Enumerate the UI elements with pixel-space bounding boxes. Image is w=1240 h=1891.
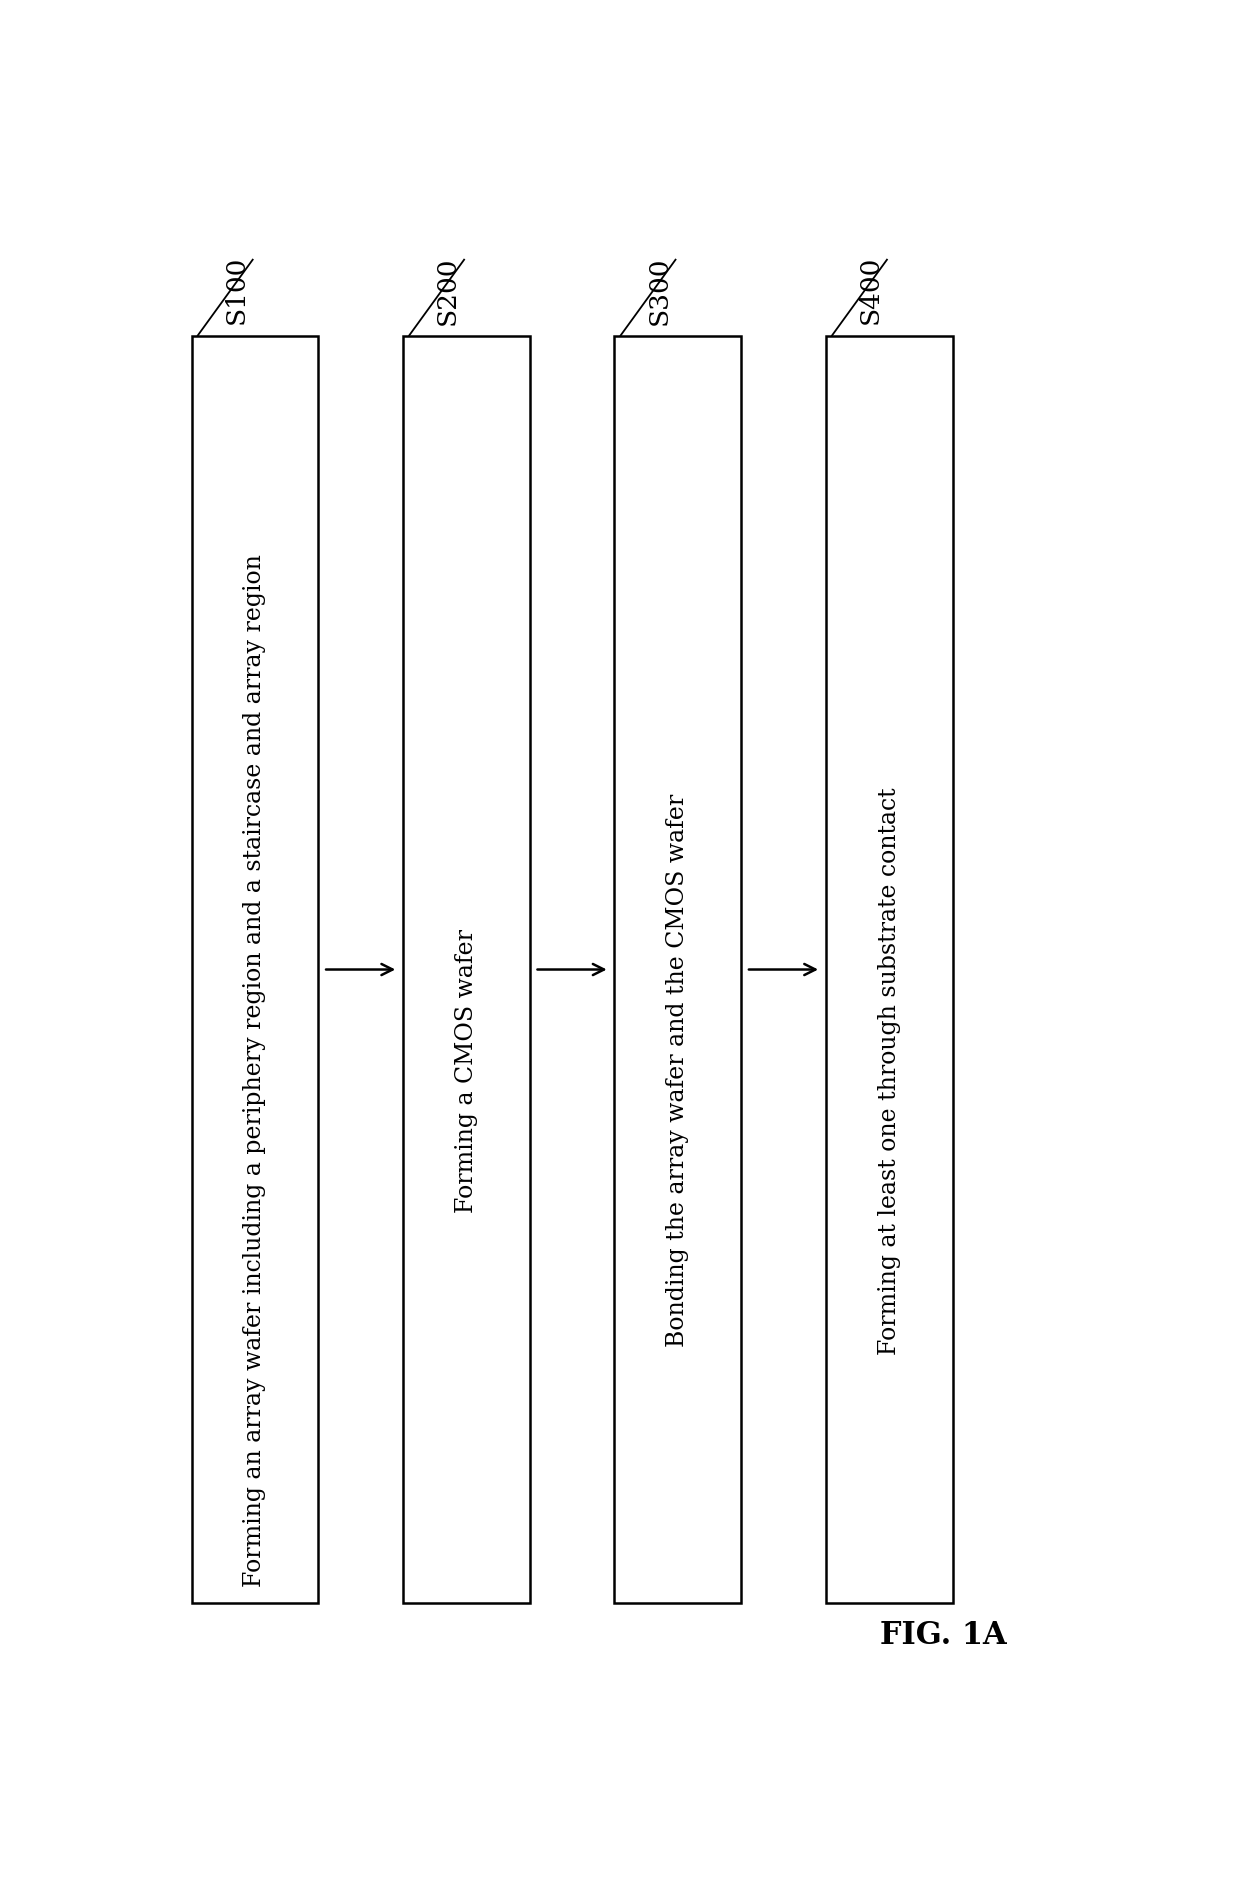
Text: S300: S300 <box>646 255 671 325</box>
Text: Forming a CMOS wafer: Forming a CMOS wafer <box>455 928 477 1212</box>
Bar <box>826 337 952 1604</box>
Text: Forming an array wafer including a periphery region and a staircase and array re: Forming an array wafer including a perip… <box>243 554 267 1587</box>
Text: S200: S200 <box>435 255 460 325</box>
Bar <box>403 337 529 1604</box>
Text: FIG. 1A: FIG. 1A <box>879 1621 1007 1651</box>
Text: S100: S100 <box>223 255 248 325</box>
Bar <box>191 337 319 1604</box>
Bar <box>614 337 742 1604</box>
Text: S400: S400 <box>858 255 883 325</box>
Text: Forming at least one through substrate contact: Forming at least one through substrate c… <box>878 787 900 1354</box>
Text: Bonding the array wafer and the CMOS wafer: Bonding the array wafer and the CMOS waf… <box>666 794 689 1348</box>
